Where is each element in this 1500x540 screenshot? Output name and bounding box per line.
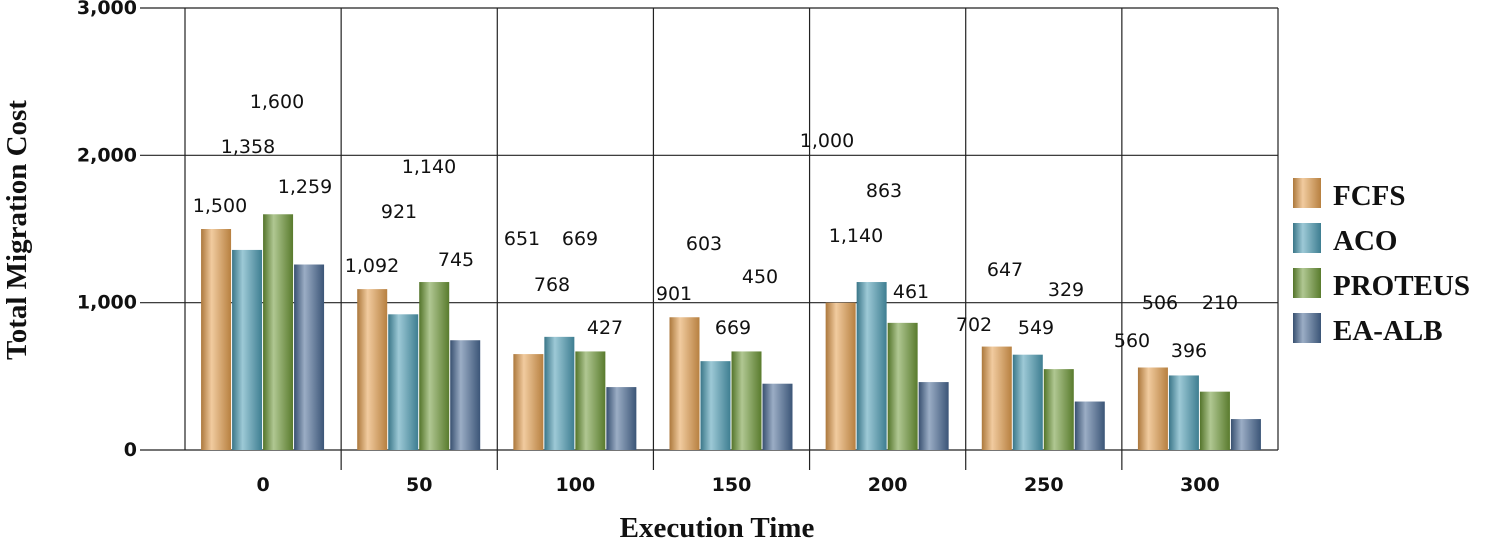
bar-fcfs-300 [1137,367,1168,450]
grid-lines [140,7,1279,470]
data-label-aco-0: 1,358 [221,136,275,158]
bar-ea-alb-250 [1074,401,1105,450]
data-label-proteus-300: 396 [1171,340,1207,362]
data-label-ea-alb-50: 745 [438,249,474,271]
y-axis-ticks: 0 1,000 2,000 3,000 [77,0,137,461]
legend-swatch-aco [1293,223,1321,253]
data-label-fcfs-200: 1,000 [800,130,854,152]
bar-fcfs-200 [825,302,856,450]
legend-label-fcfs: FCFS [1333,180,1406,212]
data-label-fcfs-50: 1,092 [345,255,399,277]
legend-label-aco: ACO [1333,225,1397,257]
legend-label-ea-alb: EA-ALB [1333,315,1443,347]
bar-proteus-150 [731,351,762,450]
data-label-ea-alb-200: 461 [893,281,929,303]
bar-aco-200 [856,282,887,450]
data-label-fcfs-300: 560 [1114,330,1150,352]
bar-ea-alb-100 [606,387,637,450]
x-tick-label: 300 [1180,474,1220,496]
data-label-aco-150: 603 [686,233,722,255]
data-label-aco-100: 768 [534,274,570,296]
y-tick-label: 0 [124,439,137,461]
data-label-proteus-200: 863 [866,180,902,202]
bar-proteus-300 [1199,391,1230,450]
data-label-proteus-50: 1,140 [402,156,456,178]
bar-aco-150 [700,361,731,450]
bar-fcfs-0 [201,229,232,450]
bar-proteus-250 [1043,369,1074,450]
y-tick-label: 2,000 [77,144,137,166]
data-label-fcfs-150: 901 [656,283,692,305]
data-label-ea-alb-100: 427 [587,317,623,339]
data-label-aco-300: 506 [1142,292,1178,314]
data-label-ea-alb-300: 210 [1202,292,1238,314]
data-label-fcfs-250: 702 [956,314,992,336]
data-label-fcfs-0: 1,500 [193,195,247,217]
bar-fcfs-250 [981,346,1012,450]
data-label-proteus-0: 1,600 [250,91,304,113]
x-tick-label: 250 [1024,474,1064,496]
legend-swatch-ea-alb [1293,313,1321,343]
y-tick-label: 1,000 [77,292,137,314]
bar-ea-alb-300 [1230,419,1261,450]
bar-proteus-0 [263,214,294,450]
bar-proteus-50 [419,282,450,450]
bar-ea-alb-200 [918,382,949,450]
data-label-ea-alb-250: 329 [1048,279,1084,301]
bar-aco-0 [232,249,263,450]
bar-proteus-200 [887,322,918,450]
legend-swatch-fcfs [1293,178,1321,208]
legend-swatch-proteus [1293,268,1321,298]
bar-aco-50 [388,314,419,450]
bar-aco-300 [1168,375,1199,450]
bar-ea-alb-0 [294,264,325,450]
y-axis-title: Total Migration Cost [1,100,33,360]
x-tick-label: 200 [868,474,908,496]
bar-aco-250 [1012,354,1043,450]
bar-proteus-100 [575,351,606,450]
x-tick-label: 100 [556,474,596,496]
bar-ea-alb-150 [762,383,793,450]
x-tick-label: 0 [256,474,269,496]
data-label-aco-200: 1,140 [829,225,883,247]
legend: FCFS ACO PROTEUS EA-ALB [1293,178,1470,347]
x-axis-title: Execution Time [620,512,815,540]
legend-label-proteus: PROTEUS [1333,270,1470,302]
data-labels: 1,500 1,092 651 901 1,000 702 560 1,358 921 768 60… [193,91,1238,362]
x-tick-label: 50 [406,474,432,496]
data-label-aco-50: 921 [381,201,417,223]
data-label-proteus-250: 549 [1018,317,1054,339]
data-label-proteus-100: 669 [562,228,598,250]
data-label-fcfs-100: 651 [504,228,540,250]
bar-fcfs-150 [669,317,700,450]
y-tick-label: 3,000 [77,0,137,19]
data-label-aco-250: 647 [987,259,1023,281]
x-axis-ticks: 0 50 100 150 200 250 300 [256,474,1219,496]
data-label-proteus-150: 669 [715,317,751,339]
x-tick-label: 150 [712,474,752,496]
bars [201,214,1261,450]
bar-fcfs-50 [357,289,388,450]
data-label-ea-alb-150: 450 [742,266,778,288]
bar-fcfs-100 [513,354,544,450]
data-label-ea-alb-0: 1,259 [278,176,332,198]
bar-aco-100 [544,336,575,450]
bar-ea-alb-50 [450,340,481,450]
